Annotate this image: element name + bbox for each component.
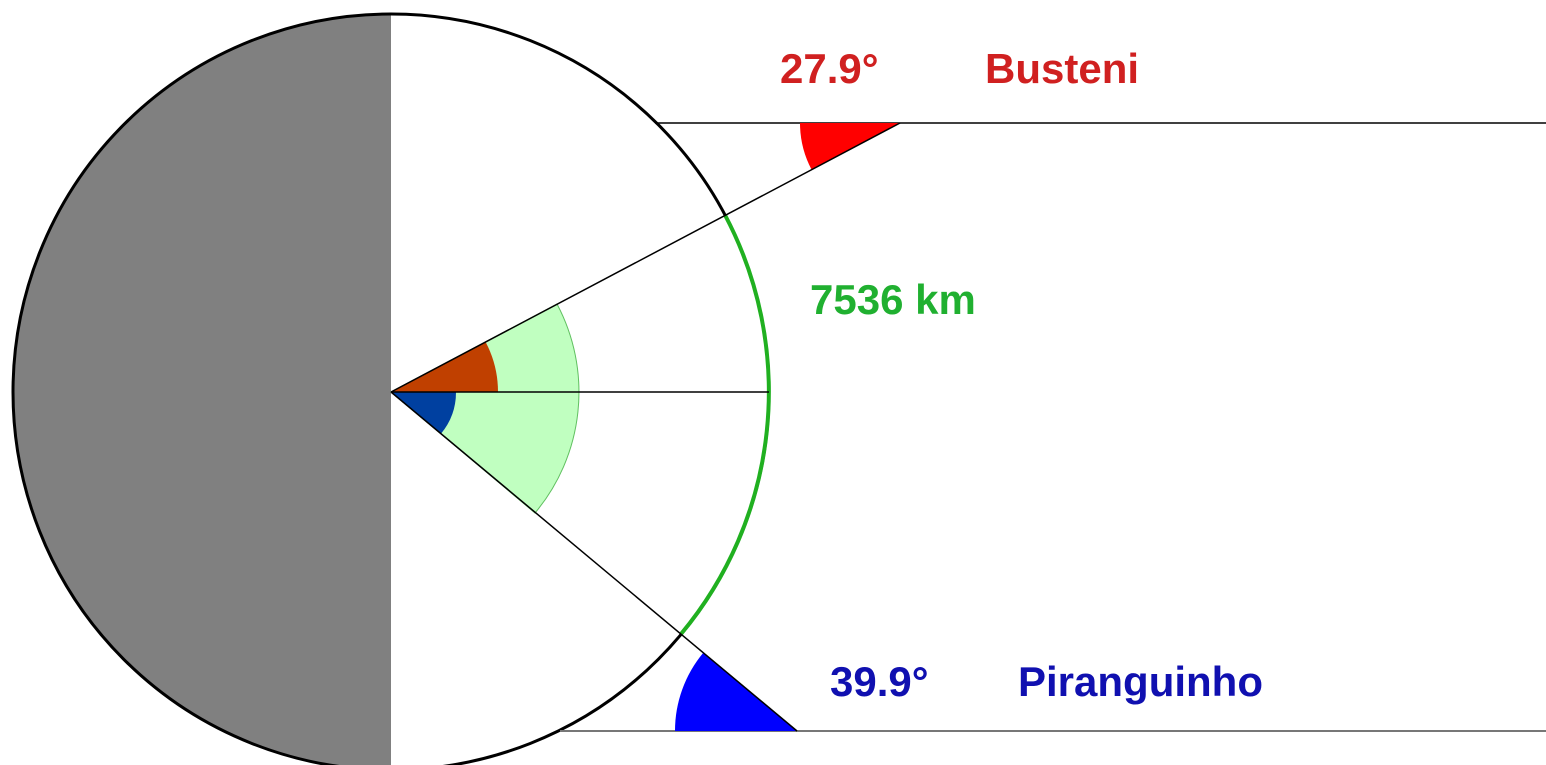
bottom-central-angle bbox=[391, 392, 457, 434]
top-place-label: Busteni bbox=[985, 45, 1139, 92]
angle-sector bbox=[390, 303, 580, 514]
bottom-line bbox=[390, 391, 798, 732]
bottom-sun-angle bbox=[674, 652, 797, 731]
top-angle-label: 27.9° bbox=[780, 45, 879, 92]
distance-arc bbox=[679, 214, 771, 636]
bottom-place-label: Piranguinho bbox=[1018, 658, 1263, 705]
top-sun-angle bbox=[800, 123, 900, 170]
dark-half bbox=[13, 14, 391, 765]
distance-label: 7536 km bbox=[810, 276, 976, 323]
top-line bbox=[390, 122, 901, 393]
top-central-angle bbox=[391, 342, 498, 392]
bottom-angle-label: 39.9° bbox=[830, 658, 929, 705]
